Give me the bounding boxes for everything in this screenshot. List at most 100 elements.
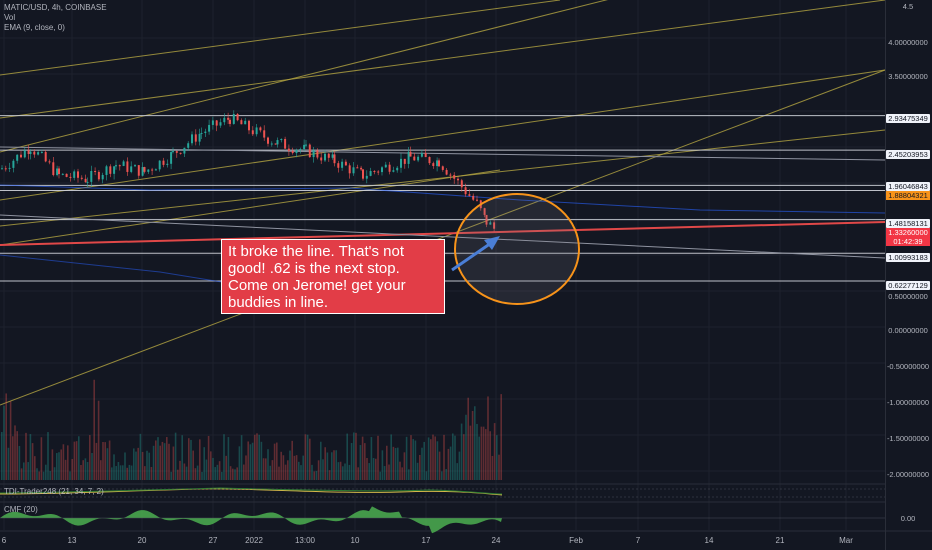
volume-bar bbox=[357, 467, 359, 480]
volume-bar bbox=[247, 441, 249, 480]
volume-bar bbox=[500, 394, 502, 480]
volume-bar bbox=[232, 468, 234, 480]
volume-bar bbox=[190, 439, 192, 480]
user-drawings[interactable] bbox=[451, 193, 580, 305]
candle-body bbox=[126, 161, 129, 172]
volume-bar bbox=[441, 471, 443, 480]
candle-body bbox=[12, 160, 15, 168]
candle-body bbox=[320, 157, 323, 161]
volume-bar bbox=[207, 435, 210, 480]
candle-body bbox=[445, 169, 448, 175]
volume-bar bbox=[84, 458, 87, 480]
volume-bar bbox=[69, 471, 71, 480]
candle-body bbox=[344, 161, 347, 166]
candle-body bbox=[27, 150, 30, 154]
price-level-label[interactable]: 0.62277129 bbox=[886, 281, 930, 290]
candle-body bbox=[183, 147, 186, 154]
volume-bar bbox=[139, 433, 142, 480]
volume-bar bbox=[148, 452, 150, 480]
legend-tdi[interactable]: TDI-Trader248 (21, 34, 7, 2) bbox=[4, 487, 104, 496]
candle-body bbox=[327, 153, 330, 158]
fib-line bbox=[0, 69, 886, 201]
volume-bar bbox=[447, 448, 450, 480]
volume-bar bbox=[282, 455, 285, 480]
volume-bar bbox=[240, 435, 243, 480]
price-level-label-orange[interactable]: 1.88804321 bbox=[886, 191, 930, 200]
candle-body bbox=[90, 170, 93, 182]
price-level-label[interactable]: 2.93475349 bbox=[886, 114, 930, 123]
legend-cmf[interactable]: CMF (20) bbox=[4, 505, 38, 514]
cmf-indicator bbox=[0, 506, 885, 534]
volume-bar bbox=[346, 433, 348, 480]
highlight-circle bbox=[454, 193, 580, 305]
volume-bar bbox=[353, 432, 355, 480]
volume-bar bbox=[27, 462, 29, 480]
candle-body bbox=[377, 171, 380, 173]
volume-bar bbox=[280, 451, 282, 480]
candle-body bbox=[316, 150, 319, 158]
candle-body bbox=[373, 171, 376, 173]
volume-bar bbox=[399, 461, 401, 480]
time-axis-label: 13 bbox=[67, 536, 77, 545]
volume-bar bbox=[364, 443, 366, 480]
volume-bar bbox=[487, 396, 489, 480]
candle-body bbox=[40, 151, 43, 153]
candle-body bbox=[312, 150, 315, 158]
candle-body bbox=[162, 160, 165, 165]
legend-symbol[interactable]: MATIC/USD, 4h, COINBASE bbox=[4, 3, 107, 12]
legend-volume[interactable]: Vol bbox=[4, 13, 16, 22]
volume-bar bbox=[386, 445, 388, 480]
volume-bar bbox=[287, 460, 289, 480]
candle-body bbox=[384, 164, 387, 168]
volume-bar bbox=[269, 465, 271, 480]
candle-body bbox=[305, 144, 307, 146]
candle-body bbox=[175, 151, 178, 153]
candle-body bbox=[134, 165, 136, 167]
volume-bar bbox=[333, 450, 335, 480]
volume-bar bbox=[80, 464, 82, 480]
volume-bar bbox=[93, 379, 95, 480]
candle-body bbox=[432, 163, 435, 167]
volume-bar bbox=[23, 462, 25, 480]
candle-body bbox=[413, 156, 416, 161]
volume-bar bbox=[335, 450, 337, 480]
volume-bar bbox=[355, 432, 357, 480]
volume-bar bbox=[366, 458, 368, 480]
volume-bar bbox=[456, 463, 458, 480]
fib-line bbox=[0, 0, 561, 76]
time-axis-label: Feb bbox=[569, 536, 583, 545]
volume-bar bbox=[322, 459, 324, 480]
volume-bar bbox=[214, 467, 216, 480]
volume-bar bbox=[181, 435, 183, 480]
legend-ema[interactable]: EMA (9, close, 0) bbox=[4, 23, 65, 32]
price-level-label[interactable]: 2.45203953 bbox=[886, 150, 930, 159]
price-level-label[interactable]: 1.48158131 bbox=[886, 219, 930, 228]
candle-body bbox=[130, 166, 133, 172]
candle-body bbox=[369, 171, 372, 176]
volume-bar bbox=[449, 446, 452, 480]
volume-bar bbox=[196, 465, 199, 480]
price-level-label[interactable]: 1.00993183 bbox=[886, 253, 930, 262]
candle-body bbox=[240, 120, 243, 125]
volume-bar bbox=[51, 449, 54, 480]
volume-bar bbox=[227, 437, 230, 480]
price-level-label[interactable]: 1.96046843 bbox=[886, 182, 930, 191]
time-axis-label: 2022 bbox=[245, 536, 263, 545]
volume-bar bbox=[273, 443, 276, 480]
candle-body bbox=[420, 153, 423, 157]
annotation-callout[interactable]: It broke the line. That's not good! .62 … bbox=[221, 239, 445, 314]
candle-body bbox=[485, 214, 488, 225]
volume-bar bbox=[348, 464, 351, 480]
candle-body bbox=[476, 199, 478, 201]
volume-bar bbox=[427, 437, 430, 480]
candle-body bbox=[187, 143, 190, 148]
candle-body bbox=[409, 151, 412, 157]
volume-bar bbox=[144, 466, 146, 480]
volume-bar bbox=[337, 462, 340, 480]
volume-bar bbox=[56, 453, 58, 480]
time-axis-label: 21 bbox=[775, 536, 785, 545]
volume-bar bbox=[12, 436, 14, 480]
volume-bar bbox=[16, 431, 18, 480]
candle-body bbox=[248, 120, 250, 131]
